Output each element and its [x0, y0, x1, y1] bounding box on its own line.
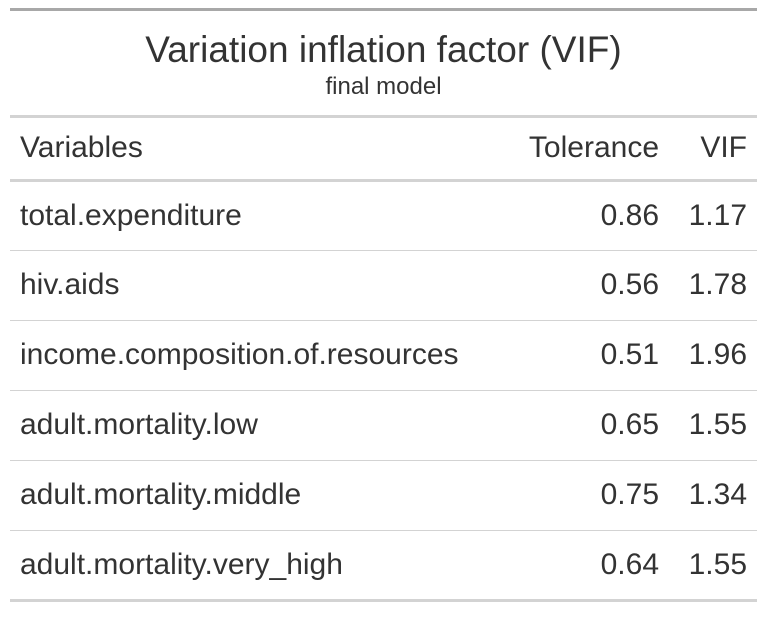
cell-vif: 1.55 — [669, 390, 757, 461]
vif-table-container: Variation inflation factor (VIF) final m… — [10, 8, 757, 602]
table-row: total.expenditure 0.86 1.17 — [10, 180, 757, 251]
cell-variable: total.expenditure — [10, 180, 509, 251]
table-title: Variation inflation factor (VIF) — [145, 29, 622, 70]
cell-vif: 1.55 — [669, 530, 757, 602]
cell-variable: adult.mortality.low — [10, 390, 509, 461]
cell-tolerance: 0.64 — [509, 530, 669, 602]
cell-variable: adult.mortality.middle — [10, 460, 509, 531]
cell-tolerance: 0.51 — [509, 320, 669, 391]
cell-variable: income.composition.of.resources — [10, 320, 509, 391]
table-row: adult.mortality.very_high 0.64 1.55 — [10, 530, 757, 602]
cell-variable: adult.mortality.very_high — [10, 530, 509, 602]
cell-vif: 1.17 — [669, 180, 757, 251]
table-row: income.composition.of.resources 0.51 1.9… — [10, 320, 757, 391]
column-header-vif: VIF — [669, 118, 757, 182]
cell-vif: 1.78 — [669, 250, 757, 321]
table-top-rule — [10, 8, 757, 11]
column-header-tolerance: Tolerance — [509, 118, 669, 182]
table-row: adult.mortality.middle 0.75 1.34 — [10, 460, 757, 531]
cell-tolerance: 0.56 — [509, 250, 669, 321]
cell-vif: 1.96 — [669, 320, 757, 391]
table-row: adult.mortality.low 0.65 1.55 — [10, 390, 757, 461]
cell-variable: hiv.aids — [10, 250, 509, 321]
column-header-variables: Variables — [10, 118, 509, 182]
cell-vif: 1.34 — [669, 460, 757, 531]
header-rule — [10, 115, 757, 118]
column-header-row: Variables Tolerance VIF — [10, 118, 757, 182]
cell-tolerance: 0.86 — [509, 180, 669, 251]
table-row: hiv.aids 0.56 1.78 — [10, 250, 757, 321]
cell-tolerance: 0.65 — [509, 390, 669, 461]
vif-table: Variables Tolerance VIF total.expenditur… — [10, 118, 757, 602]
table-subtitle: final model — [325, 73, 442, 100]
cell-tolerance: 0.75 — [509, 460, 669, 531]
